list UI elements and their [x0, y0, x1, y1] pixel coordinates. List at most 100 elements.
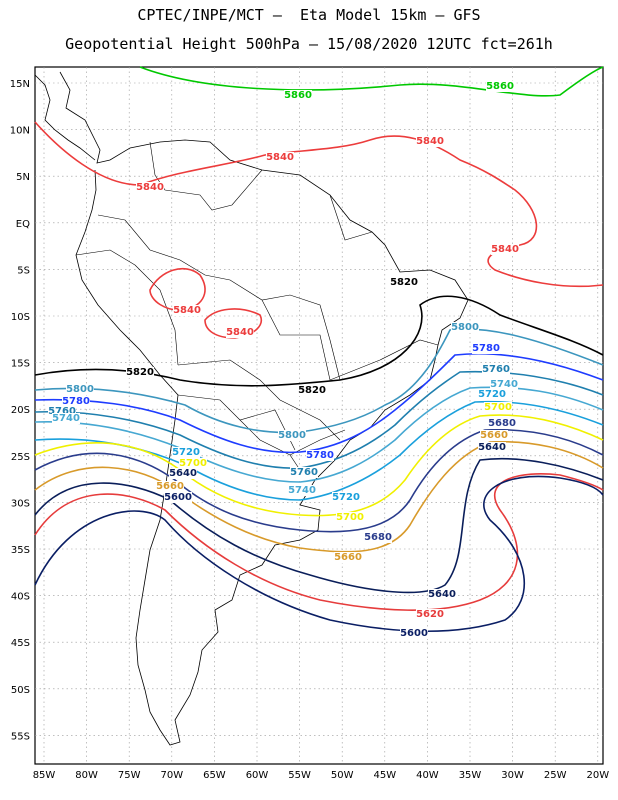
- lon-tick-label: 45W: [373, 770, 396, 781]
- contour-label-bg: [126, 367, 154, 378]
- contour-5680: [34, 428, 604, 533]
- contour-label-bg: [62, 396, 90, 407]
- lon-tick-label: 50W: [331, 770, 354, 781]
- lat-tick-label: 35S: [11, 545, 30, 556]
- lon-tick-label: 65W: [203, 770, 226, 781]
- contour-label-bg: [164, 492, 192, 503]
- contour-5840-north: [34, 121, 604, 288]
- contour-label-5760: 5760: [48, 406, 76, 417]
- contour-label-bg: [488, 418, 516, 429]
- contour-label-5760: 5760: [482, 364, 510, 375]
- contour-label-bg: [284, 90, 312, 101]
- lat-tick-label: 5N: [16, 172, 30, 183]
- contour-label-5640: 5640: [478, 442, 506, 453]
- contour-5840-loop-east: [204, 308, 262, 339]
- contour-label-bg: [364, 532, 392, 543]
- contour-label-5640: 5640: [428, 589, 456, 600]
- lat-tick-label: 50S: [11, 685, 30, 696]
- contour-label-5840: 5840: [266, 152, 294, 163]
- contour-label-bg: [278, 430, 306, 441]
- lon-tick-label: 75W: [118, 770, 141, 781]
- contour-label-5660: 5660: [156, 481, 184, 492]
- lat-tick-label: 30S: [11, 498, 30, 509]
- contour-label-5860: 5860: [284, 90, 312, 101]
- contour-label-5760: 5760: [290, 467, 318, 478]
- south-america-coastline: [59, 71, 469, 746]
- contour-label-bg: [136, 182, 164, 193]
- lat-tick-label: 15N: [10, 79, 30, 90]
- contour-label-5660: 5660: [480, 430, 508, 441]
- contour-label-bg: [179, 458, 207, 469]
- contour-label-bg: [484, 402, 512, 413]
- contour-label-5600: 5600: [164, 492, 192, 503]
- lat-tick-label: 25S: [11, 452, 30, 463]
- contour-label-5840: 5840: [226, 327, 254, 338]
- lat-tick-label: 15S: [11, 359, 30, 370]
- contour-label-5680: 5680: [488, 418, 516, 429]
- lat-tick-label: EQ: [16, 219, 30, 230]
- contour-label-bg: [266, 152, 294, 163]
- contour-label-5600: 5600: [400, 628, 428, 639]
- map-subtitle: Geopotential Height 500hPa – 15/08/2020 …: [65, 35, 553, 53]
- contour-label-5720: 5720: [332, 492, 360, 503]
- contour-label-5800: 5800: [451, 322, 479, 333]
- contour-label-bg: [490, 379, 518, 390]
- contour-label-5840: 5840: [416, 136, 444, 147]
- contour-label-bg: [491, 244, 519, 255]
- contour-label-bg: [334, 552, 362, 563]
- contour-label-bg: [390, 277, 418, 288]
- contour-label-bg: [480, 430, 508, 441]
- contour-label-bg: [66, 384, 94, 395]
- coastlines: [34, 71, 469, 746]
- contour-label-bg: [288, 485, 316, 496]
- contour-label-5740: 5740: [52, 413, 80, 424]
- contour-label-bg: [400, 628, 428, 639]
- contour-label-bg: [416, 136, 444, 147]
- contour-5840-loop-west: [149, 267, 206, 311]
- contour-label-5640: 5640: [169, 468, 197, 479]
- contour-label-5800: 5800: [278, 430, 306, 441]
- contour-label-bg: [306, 450, 334, 461]
- map-title: CPTEC/INPE/MCT – Eta Model 15km – GFS: [137, 6, 481, 24]
- contour-label-5780: 5780: [62, 396, 90, 407]
- contour-label-bg: [52, 413, 80, 424]
- contour-label-bg: [428, 589, 456, 600]
- contour-label-5820: 5820: [298, 385, 326, 396]
- contour-5640: [34, 457, 604, 594]
- contour-label-bg: [172, 447, 200, 458]
- lon-tick-label: 85W: [33, 770, 56, 781]
- contour-label-5840: 5840: [491, 244, 519, 255]
- lon-tick-label: 25W: [544, 770, 567, 781]
- contour-label-bg: [451, 322, 479, 333]
- contour-label-bg: [169, 468, 197, 479]
- contour-label-5680: 5680: [364, 532, 392, 543]
- contour-5600: [34, 475, 604, 633]
- contour-label-bg: [416, 609, 444, 620]
- grid-lines: [35, 67, 603, 764]
- contour-label-5660: 5660: [334, 552, 362, 563]
- lon-tick-label: 20W: [586, 770, 609, 781]
- contour-label-bg: [226, 327, 254, 338]
- lat-tick-label: 20S: [11, 405, 30, 416]
- contour-label-5740: 5740: [490, 379, 518, 390]
- contour-label-5840: 5840: [136, 182, 164, 193]
- contour-label-bg: [472, 343, 500, 354]
- plot-frame: [34, 66, 604, 765]
- contour-label-bg: [336, 512, 364, 523]
- lat-tick-label: 10N: [10, 126, 30, 137]
- contour-label-bg: [478, 389, 506, 400]
- central-america-coastline: [34, 74, 96, 161]
- lat-tick-label: 55S: [11, 731, 30, 742]
- lat-tick-label: 40S: [11, 592, 30, 603]
- lon-tick-label: 80W: [75, 770, 98, 781]
- lon-tick-label: 30W: [501, 770, 524, 781]
- contour-label-5700: 5700: [179, 458, 207, 469]
- contour-label-bg: [173, 305, 201, 316]
- contour-label-5740: 5740: [288, 485, 316, 496]
- contour-5820: [34, 295, 604, 387]
- contour-label-bg: [482, 364, 510, 375]
- contour-label-bg: [290, 467, 318, 478]
- contour-label-5860: 5860: [486, 81, 514, 92]
- contour-label-bg: [48, 406, 76, 417]
- lon-tick-label: 70W: [160, 770, 183, 781]
